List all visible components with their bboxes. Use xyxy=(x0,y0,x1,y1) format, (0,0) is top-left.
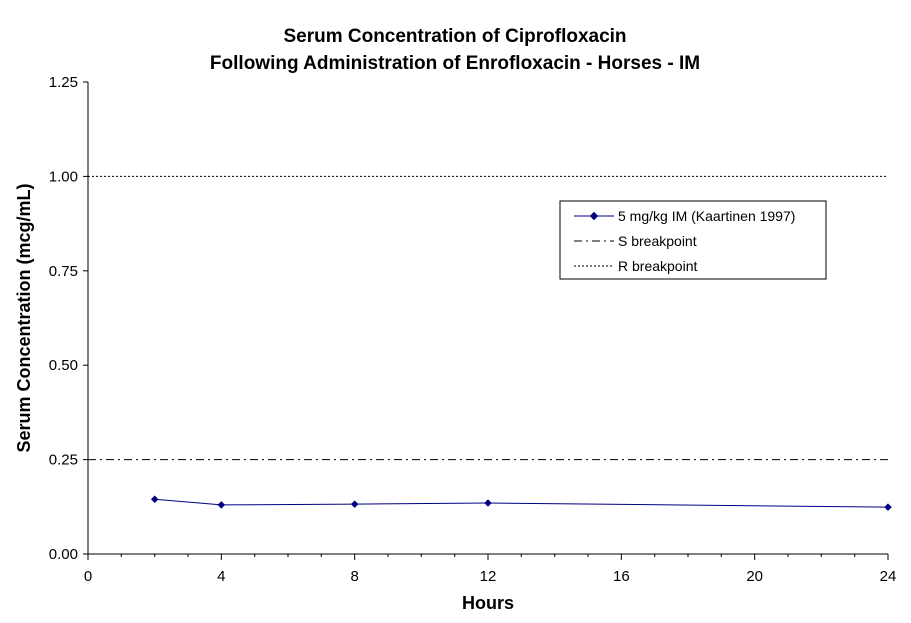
y-axis-label: Serum Concentration (mcg/mL) xyxy=(14,183,34,452)
x-axis-label: Hours xyxy=(462,593,514,613)
data-point xyxy=(884,503,892,512)
chart-title: Serum Concentration of Ciprofloxacin xyxy=(283,26,626,47)
data-point xyxy=(484,499,492,507)
plot-area: 0.00 0.25 0.50 0.75 1.00 1.25 0 4 8 12 16 20 24 xyxy=(49,74,897,585)
data-point xyxy=(217,501,226,509)
chart-subtitle: Following Administration of Enrofloxacin… xyxy=(210,53,700,74)
y-tick-label: 1.00 xyxy=(49,168,78,185)
x-tick-label: 8 xyxy=(350,568,358,585)
data-point xyxy=(150,495,159,504)
legend-label-2: R breakpoint xyxy=(618,258,697,274)
x-tick-label: 24 xyxy=(880,568,897,585)
y-tick-label: 0.50 xyxy=(49,357,78,374)
y-tick-label: 0.75 xyxy=(49,263,78,280)
legend-label-1: S breakpoint xyxy=(618,233,697,249)
y-tick-label: 0.00 xyxy=(49,546,78,563)
legend-marker-0 xyxy=(589,211,599,221)
data-point xyxy=(350,500,359,509)
series-line-0 xyxy=(154,498,889,508)
x-tick-label: 12 xyxy=(480,568,497,585)
y-tick-label: 1.25 xyxy=(49,74,78,91)
legend-box xyxy=(559,200,827,280)
x-tick-label: 0 xyxy=(84,568,92,585)
x-tick-label: 20 xyxy=(746,568,763,585)
x-tick-label: 4 xyxy=(217,568,225,585)
y-tick-label: 0.25 xyxy=(49,452,78,469)
x-tick-label: 16 xyxy=(613,568,630,585)
legend-label-0: 5 mg/kg IM (Kaartinen 1997) xyxy=(618,208,795,224)
legend: 5 mg/kg IM (Kaartinen 1997) S breakpoint R… xyxy=(559,200,827,280)
